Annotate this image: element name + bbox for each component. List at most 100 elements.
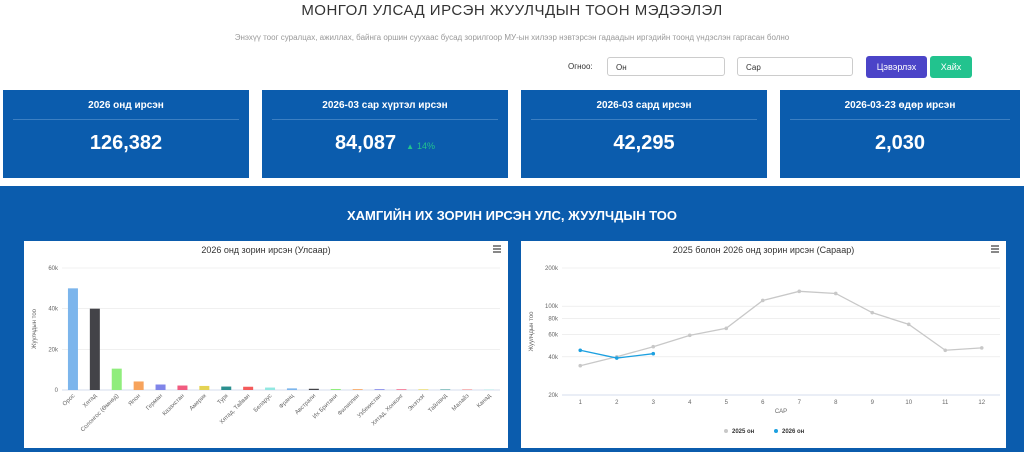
- y-tick-label: 0: [55, 388, 59, 394]
- bar: [265, 388, 275, 390]
- y-tick-label: 200k: [545, 266, 559, 272]
- panel: 2025 болон 2026 онд зорин ирсэн (Сараар)…: [521, 241, 1006, 448]
- value: 2,030: [875, 132, 925, 154]
- y-tick-label: 20k: [548, 393, 559, 399]
- bar: [353, 389, 363, 390]
- marker: [907, 323, 911, 327]
- marker: [615, 356, 619, 360]
- chart: 2026 онд зорин ирсэн (Улсаар)020k40k60kЖ…: [24, 241, 508, 448]
- bar: [287, 388, 297, 390]
- marker: [980, 346, 984, 350]
- x-tick-label: Беларус: [253, 393, 274, 414]
- bar: [221, 387, 231, 390]
- bar: [112, 369, 122, 390]
- marker: [724, 327, 728, 331]
- x-tick-label: Америк: [189, 393, 208, 412]
- bar: [331, 389, 341, 390]
- bar: [396, 389, 406, 390]
- bar: [199, 386, 209, 390]
- x-tick-label: 11: [942, 400, 949, 406]
- value: 126,382: [90, 132, 162, 154]
- card-value: 84,087 ▲14%: [262, 132, 508, 155]
- x-tick-label: Энэтхэг: [407, 393, 427, 413]
- marker: [651, 345, 655, 349]
- bar: [177, 386, 187, 390]
- legend-swatch: [724, 429, 728, 433]
- search-button[interactable]: Хайх: [930, 56, 972, 78]
- bar: [134, 381, 144, 390]
- y-tick-label: 100k: [545, 304, 559, 310]
- chart-title: 2025 болон 2026 онд зорин ирсэн (Сараар): [673, 245, 854, 255]
- clear-button[interactable]: Цэвэрлэх: [866, 56, 927, 78]
- x-tick-label: Казахстан: [162, 393, 186, 417]
- bar: [440, 389, 450, 390]
- legend-swatch: [774, 429, 778, 433]
- marker: [578, 364, 582, 368]
- x-tick-label: 9: [871, 400, 875, 406]
- y-tick-label: 40k: [548, 355, 559, 361]
- x-tick-label: Турк: [217, 393, 230, 406]
- bar: [418, 389, 428, 390]
- year-select[interactable]: Он: [607, 57, 725, 76]
- section-title: ХАМГИЙН ИХ ЗОРИН ИРСЭН УЛС, ЖУУЛЧДЫН ТОО: [0, 208, 1024, 223]
- card-value: 126,382: [3, 132, 249, 155]
- card-title: 2026-03-23 өдөр ирсэн: [780, 100, 1020, 111]
- page-title: МОНГОЛ УЛСАД ИРСЭН ЖУУЛЧДЫН ТООН МЭДЭЭЛЭ…: [0, 2, 1024, 19]
- marker: [870, 311, 874, 315]
- x-tick-label: Франц: [278, 393, 295, 410]
- y-axis-title: Жуулчдын тоо: [529, 311, 535, 352]
- marker: [797, 290, 801, 294]
- legend-label: 2026 он: [782, 429, 805, 435]
- x-tick-label: Герман: [145, 393, 164, 412]
- x-tick-label: 12: [978, 400, 985, 406]
- marker: [834, 292, 838, 296]
- chart-title: 2026 онд зорин ирсэн (Улсаар): [201, 245, 330, 255]
- x-tick-label: 8: [834, 400, 838, 406]
- legend-label: 2025 он: [732, 429, 755, 435]
- y-tick-label: 60k: [48, 266, 59, 272]
- bar: [243, 387, 253, 390]
- marker: [761, 299, 765, 303]
- x-tick-label: Австрали: [294, 393, 317, 416]
- card-title: 2026-03 сар хүртэл ирсэн: [262, 100, 508, 111]
- x-tick-label: 6: [761, 400, 765, 406]
- bar: [309, 389, 319, 390]
- x-axis-title: САР: [775, 409, 787, 415]
- month-select[interactable]: Сар: [737, 57, 853, 76]
- bar: [90, 309, 100, 390]
- x-tick-label: 3: [652, 400, 656, 406]
- x-tick-label: 4: [688, 400, 692, 406]
- bar: [156, 385, 166, 390]
- card: 2026-03 сард ирсэн 42,295: [521, 90, 767, 178]
- card: 2026-03-23 өдөр ирсэн 2,030: [780, 90, 1020, 178]
- y-tick-label: 80k: [548, 317, 559, 323]
- x-tick-label: Солонгос (Өмнөд): [80, 393, 120, 433]
- x-tick-label: 7: [798, 400, 802, 406]
- chart: 2025 болон 2026 онд зорин ирсэн (Сараар)…: [521, 241, 1006, 448]
- marker: [651, 352, 655, 356]
- card-value: 42,295: [521, 132, 767, 155]
- x-tick-label: Орос: [62, 393, 76, 407]
- marker: [578, 348, 582, 352]
- subtitle: Энэхүү тоог суралцах, ажиллах, байнга ор…: [0, 33, 1024, 42]
- card-value: 2,030: [780, 132, 1020, 155]
- x-tick-label: Япон: [128, 393, 142, 407]
- x-tick-label: Хятад: [82, 393, 98, 409]
- x-tick-label: 2: [615, 400, 619, 406]
- x-tick-label: Канад: [476, 393, 493, 410]
- value: 84,087: [335, 132, 396, 154]
- change: 14%: [417, 141, 435, 151]
- filter-label: Огноо:: [568, 62, 593, 71]
- y-tick-label: 20k: [48, 347, 59, 353]
- bar: [68, 288, 78, 390]
- x-tick-label: Малайз: [451, 392, 471, 412]
- bar: [375, 389, 385, 390]
- x-tick-label: 1: [579, 400, 583, 406]
- change-arrow: ▲: [406, 142, 414, 151]
- value: 42,295: [613, 132, 674, 154]
- card: 2026-03 сар хүртэл ирсэн 84,087 ▲14%: [262, 90, 508, 178]
- card-title: 2026-03 сард ирсэн: [521, 100, 767, 111]
